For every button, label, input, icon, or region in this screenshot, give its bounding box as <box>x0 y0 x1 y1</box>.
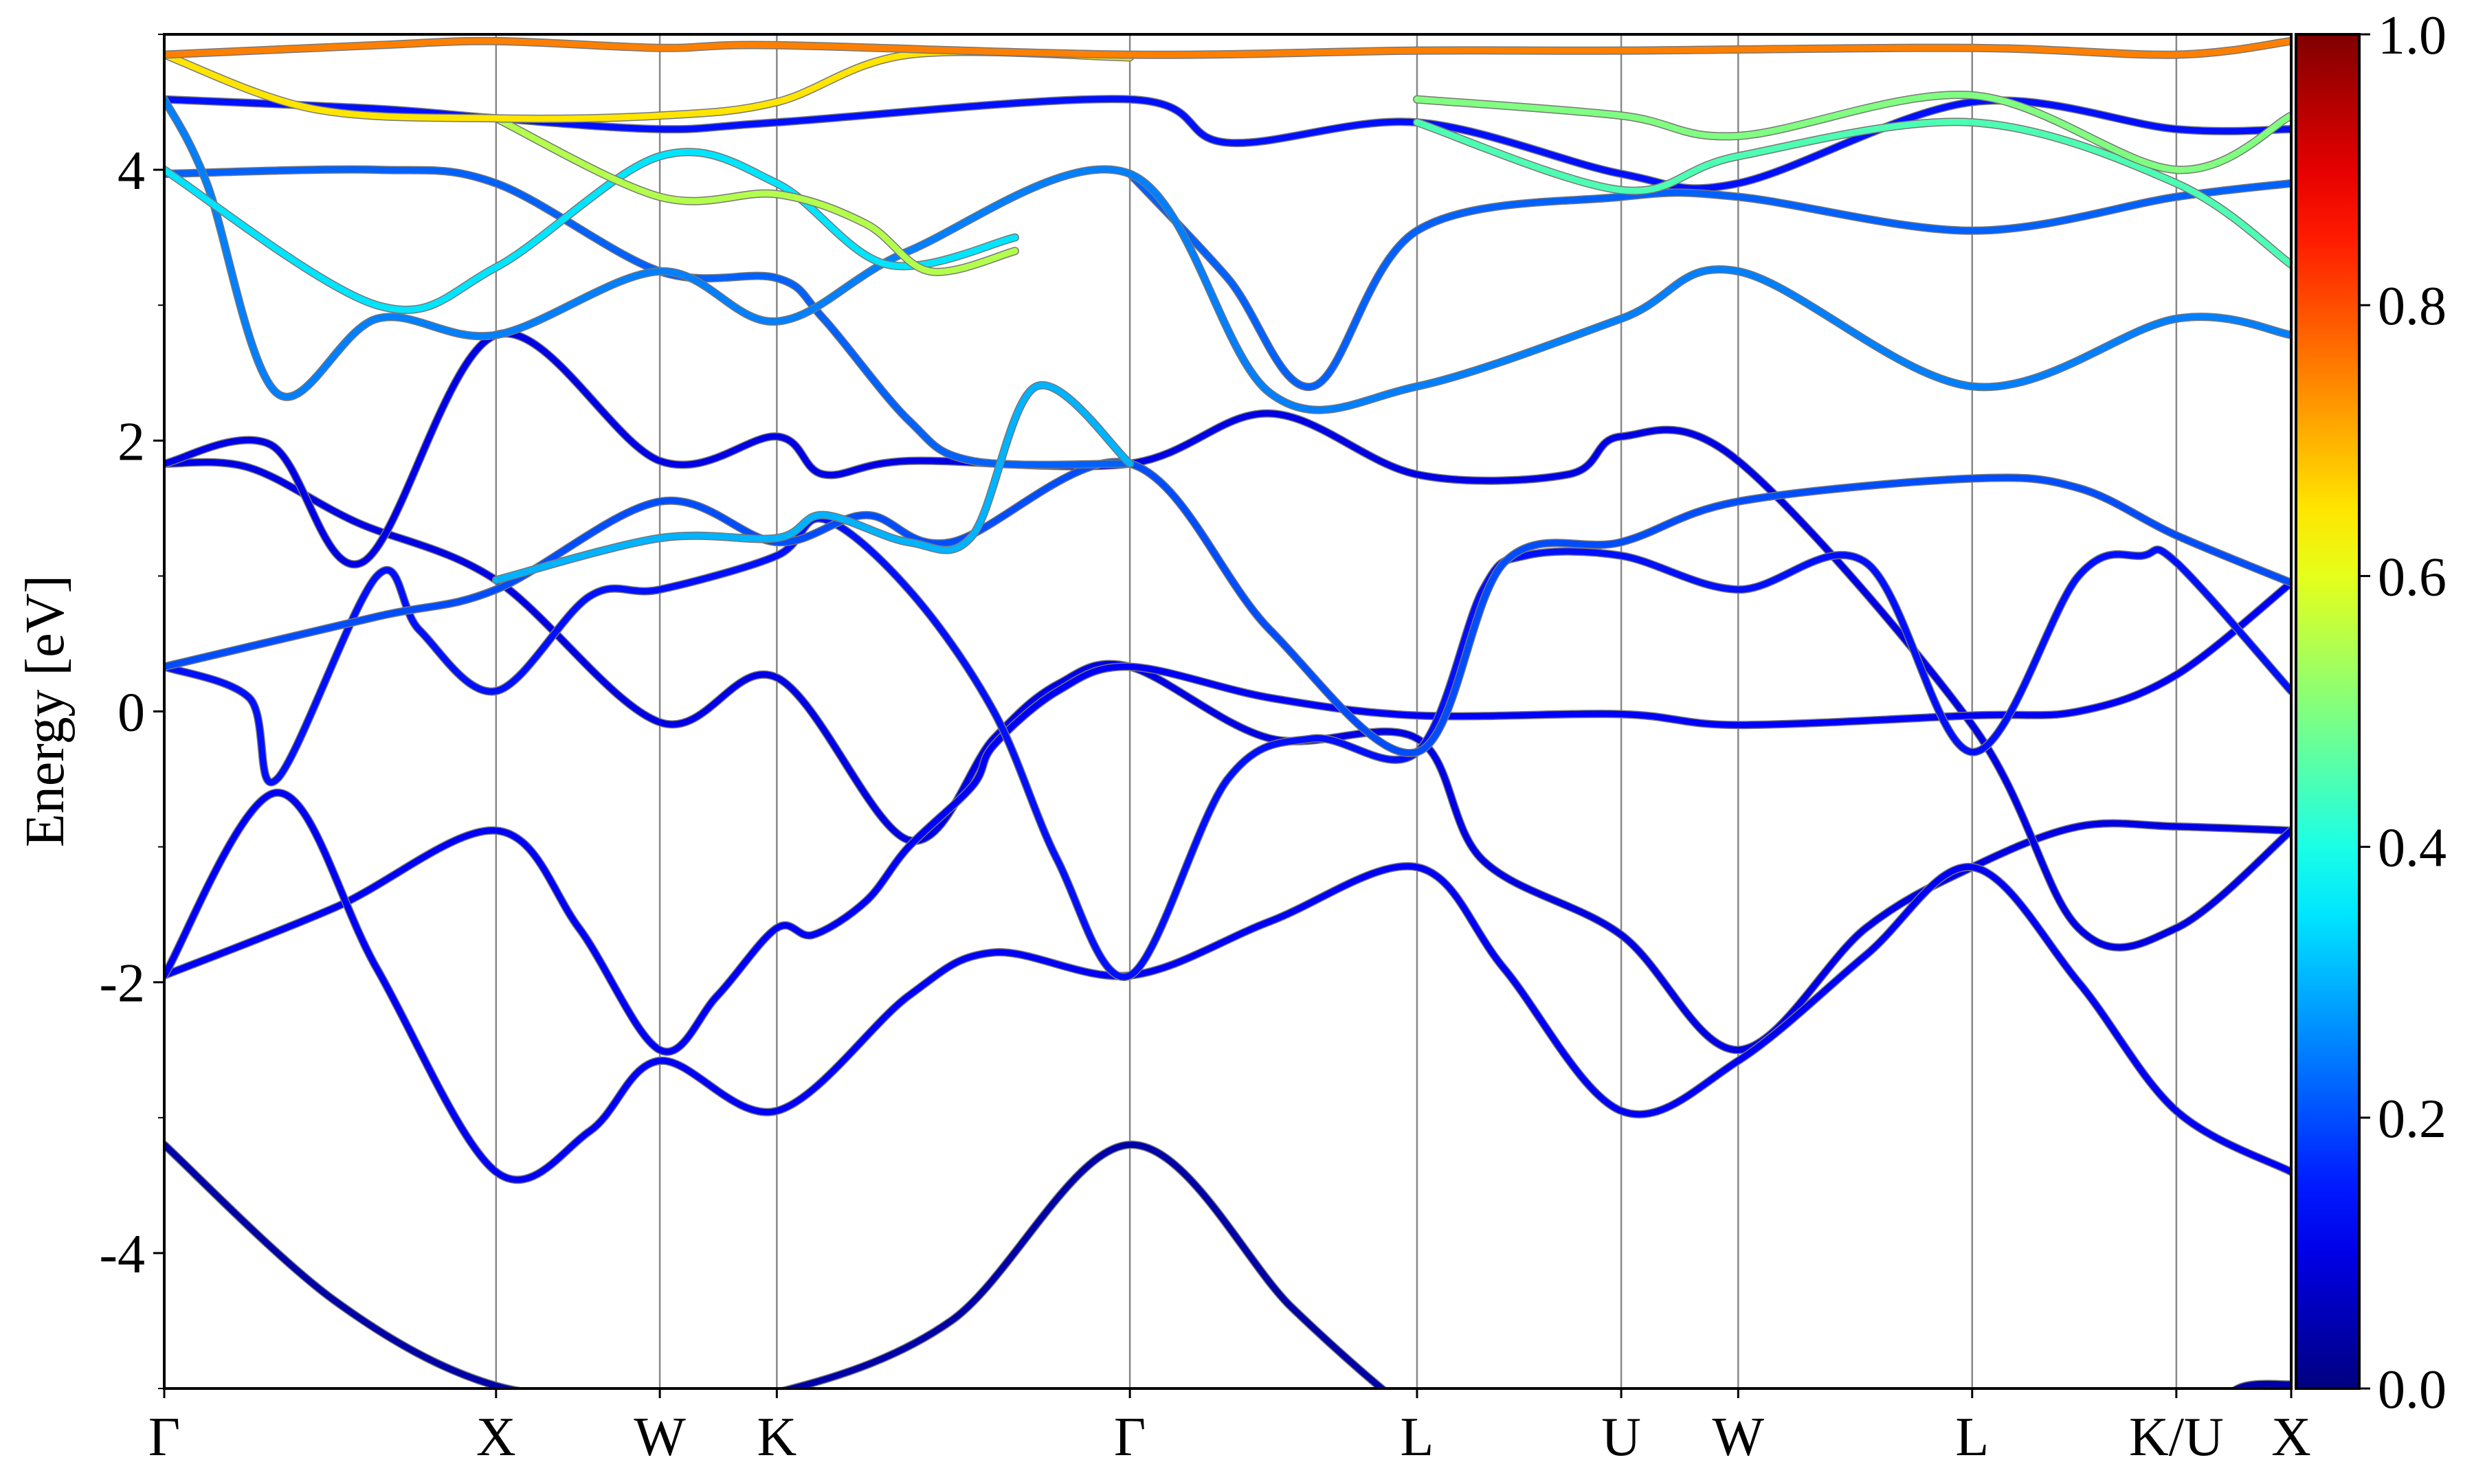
band-15 <box>164 48 1133 122</box>
band-0 <box>164 1141 1387 1389</box>
band-14 <box>164 38 2291 58</box>
band-7 <box>164 459 2291 756</box>
colorbar-tick-label: 0.8 <box>2378 276 2447 337</box>
y-axis: -4 -2 0 2 4 <box>99 34 164 1389</box>
x-tick-label: X <box>476 1407 516 1468</box>
colorbar-tick-label: 0.6 <box>2378 547 2447 607</box>
x-tick-label: X <box>2271 1407 2311 1468</box>
band-17 <box>1414 118 2291 268</box>
x-tick-label: K/U <box>2129 1407 2224 1468</box>
x-tick-label: L <box>1401 1407 1434 1468</box>
colorbar-tick-label: 0.4 <box>2378 818 2447 879</box>
x-tick-label: L <box>1955 1407 1989 1468</box>
band-3 <box>164 789 2291 1183</box>
y-tick-label: 4 <box>118 141 145 201</box>
y-axis-label: Energy [eV] <box>15 575 76 847</box>
band-12 <box>164 148 1018 313</box>
band-16 <box>1414 91 2291 173</box>
y-tick-label: 0 <box>118 683 145 743</box>
colorbar-axis: 0.0 0.2 0.4 0.6 0.8 1.0 <box>2359 5 2447 1420</box>
y-tick-label: 2 <box>118 412 145 472</box>
x-tick-label: W <box>1713 1407 1765 1468</box>
band-10 <box>164 166 1133 469</box>
band-4 <box>164 515 2291 980</box>
colorbar-tick-label: 1.0 <box>2378 5 2447 66</box>
band-8 <box>493 382 1133 583</box>
x-axis: Γ X W K Γ L U W L K/U X <box>148 1389 2311 1468</box>
x-tick-label: Γ <box>148 1407 180 1468</box>
x-tick-label: W <box>634 1407 686 1468</box>
x-tick-label: U <box>1601 1407 1641 1468</box>
band-1 <box>2231 1380 2291 1389</box>
colorbar-tick-label: 0.0 <box>2378 1360 2447 1420</box>
y-tick-label: -4 <box>99 1224 145 1285</box>
colorbar <box>2295 33 2361 1390</box>
band-11 <box>1126 170 2291 390</box>
bands <box>164 36 2291 1389</box>
band-18 <box>493 115 1018 276</box>
x-tick-label: Γ <box>1114 1407 1146 1468</box>
band-2 <box>164 579 2291 1055</box>
colorbar-tick-label: 0.2 <box>2378 1089 2447 1149</box>
band-9 <box>164 96 2291 414</box>
band-5 <box>164 459 2291 1053</box>
y-tick-label: -2 <box>99 954 145 1014</box>
x-tick-label: K <box>757 1407 796 1468</box>
